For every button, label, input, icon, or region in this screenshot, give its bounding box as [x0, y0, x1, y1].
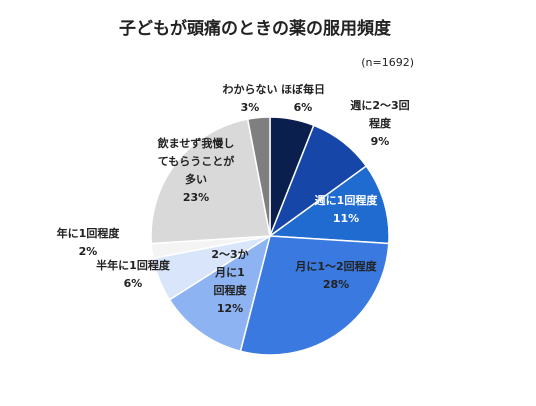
pie-slice [150, 118, 271, 245]
slice-label-text: 月に1 [214, 266, 245, 279]
slice-label-text: 半年に1回程度 [96, 258, 171, 272]
pie-slice [168, 234, 272, 353]
slice-label: ほぼ毎日 6% [281, 82, 325, 114]
slice-label-text: 2〜3か [211, 248, 248, 261]
slice-percent: 11% [333, 212, 359, 225]
slice-percent: 23% [183, 191, 209, 204]
slice-percent: 3% [241, 101, 260, 114]
slice-percent: 12% [217, 302, 243, 315]
slice-percent: 6% [124, 277, 143, 290]
slice-percent: 28% [323, 278, 349, 291]
pie-slices [150, 116, 390, 356]
slice-percent: 2% [79, 245, 98, 258]
pie-slice [246, 116, 271, 237]
slice-label: 週に1回程度 11% [315, 193, 379, 225]
slice-label-text: てもらうことが [158, 154, 234, 168]
slice-percent: 6% [294, 101, 313, 114]
pie-slice [267, 165, 390, 245]
chart-title: 子どもが頭痛のときの薬の服用頻度 [119, 18, 392, 39]
slice-label: 半年に1回程度 6% [96, 258, 171, 290]
slice-label-text: 程度 [369, 116, 392, 130]
slice-percent: 9% [371, 135, 390, 148]
slice-label-text: 週に2〜3回 [350, 98, 409, 112]
slice-label: 月に1〜2回程度 28% [294, 259, 377, 291]
slice-label-text: 年に1回程度 [57, 226, 121, 240]
slice-label-text: わからない [223, 83, 278, 96]
slice-label-text: 月に1〜2回程度 [294, 259, 377, 273]
sample-size-note: (n=1692) [361, 56, 414, 69]
pie-slice [239, 235, 390, 356]
slice-label-text: 週に1回程度 [315, 193, 379, 207]
slice-label-text: 飲ませず我慢し [157, 136, 235, 150]
slice-label-text: 回程度 [214, 283, 248, 297]
slice-label-text: ほぼ毎日 [281, 82, 325, 96]
slice-label-text: 多い [185, 172, 207, 186]
slice-label: わからない 3% [223, 83, 278, 114]
slice-label: 年に1回程度 2% [57, 226, 121, 258]
